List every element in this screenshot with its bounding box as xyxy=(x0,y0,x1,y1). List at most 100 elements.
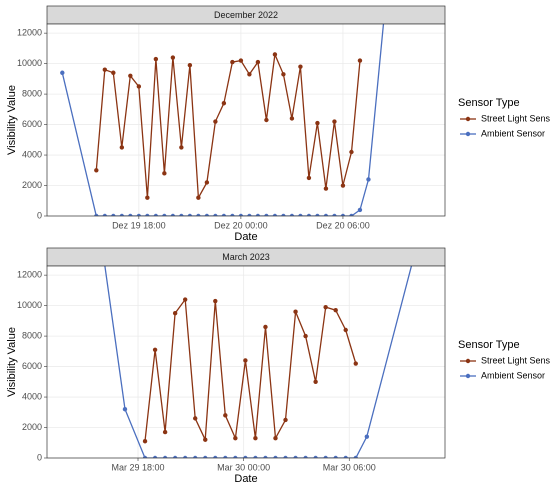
y-axis-label: Visibility Value xyxy=(6,85,18,155)
y-tick-label: 4000 xyxy=(22,391,42,401)
legend-title: Sensor Type xyxy=(458,97,520,109)
data-point xyxy=(323,455,328,458)
x-axis-label: Date xyxy=(234,231,257,243)
data-point xyxy=(203,455,208,458)
data-point xyxy=(333,455,338,458)
plot-bg xyxy=(47,24,445,216)
data-point xyxy=(230,59,235,65)
data-point xyxy=(281,213,286,216)
data-point xyxy=(182,455,188,458)
data-point xyxy=(264,213,269,216)
data-point xyxy=(415,242,419,246)
data-point xyxy=(366,177,371,182)
data-point xyxy=(213,213,218,216)
legend-item: Street Light Sensor xyxy=(481,113,550,123)
data-point xyxy=(313,379,318,385)
data-point xyxy=(273,455,278,458)
data-point xyxy=(332,119,337,124)
data-point xyxy=(238,58,244,63)
data-point xyxy=(213,298,218,304)
data-point xyxy=(162,213,167,216)
y-tick-label: 4000 xyxy=(22,149,42,159)
y-tick-label: 10000 xyxy=(17,58,42,68)
y-tick-label: 0 xyxy=(37,210,42,220)
data-point xyxy=(323,213,329,216)
y-tick-label: 12000 xyxy=(17,28,42,38)
x-tick-label: Mar 29 18:00 xyxy=(111,462,164,472)
data-point xyxy=(170,55,176,60)
data-point xyxy=(293,455,298,458)
data-point xyxy=(303,333,308,339)
data-point xyxy=(204,213,210,216)
legend-key-point xyxy=(465,373,471,379)
data-point xyxy=(187,62,193,68)
data-point xyxy=(111,213,116,216)
data-point xyxy=(263,455,268,458)
data-point xyxy=(128,213,133,216)
panel-title: March 2023 xyxy=(222,252,270,262)
data-point xyxy=(203,437,208,442)
panel-title: December 2022 xyxy=(214,10,278,20)
data-point xyxy=(145,195,150,200)
data-point xyxy=(298,213,303,216)
data-point xyxy=(233,435,238,441)
data-point xyxy=(179,213,184,216)
legend-item: Ambient Sensor xyxy=(481,370,545,380)
x-tick-label: Mar 30 00:00 xyxy=(217,462,270,472)
data-point xyxy=(221,101,227,106)
data-point xyxy=(353,455,358,458)
data-point xyxy=(323,304,328,310)
data-point xyxy=(94,213,99,216)
data-point xyxy=(162,429,168,435)
data-point xyxy=(230,213,235,216)
data-point xyxy=(283,417,288,423)
data-point xyxy=(145,213,150,216)
data-point xyxy=(243,455,248,458)
data-point xyxy=(223,455,228,458)
legend-item: Ambient Sensor xyxy=(481,128,545,138)
data-point xyxy=(313,455,318,458)
data-point xyxy=(340,183,346,188)
data-point xyxy=(243,358,248,363)
data-point xyxy=(289,213,295,216)
data-point xyxy=(340,213,346,216)
data-point xyxy=(122,407,128,412)
data-point xyxy=(94,168,99,173)
y-tick-label: 6000 xyxy=(22,361,42,371)
series-line xyxy=(144,297,357,443)
data-point xyxy=(221,213,227,216)
data-point xyxy=(102,213,108,216)
series-line xyxy=(95,52,361,200)
data-point xyxy=(152,455,158,458)
data-point xyxy=(119,145,125,150)
data-point xyxy=(364,434,370,439)
y-tick-label: 12000 xyxy=(17,270,42,280)
x-axis-label: Date xyxy=(234,473,257,485)
plot-area xyxy=(60,24,385,216)
data-point xyxy=(172,311,178,316)
legend-key-point xyxy=(465,358,471,364)
data-point xyxy=(204,180,210,185)
data-point xyxy=(293,309,298,314)
data-point xyxy=(187,213,193,216)
y-tick-label: 8000 xyxy=(22,88,42,98)
panel-border xyxy=(46,265,446,459)
data-point xyxy=(323,186,329,191)
data-point xyxy=(289,116,295,121)
y-tick-label: 8000 xyxy=(22,330,42,340)
data-point xyxy=(172,455,178,458)
data-point xyxy=(223,413,228,418)
y-tick-label: 0 xyxy=(37,452,42,462)
data-point xyxy=(136,84,142,89)
data-point xyxy=(179,145,184,150)
y-tick-label: 2000 xyxy=(22,180,42,190)
panel-border xyxy=(46,23,446,217)
data-point xyxy=(306,213,312,216)
data-point xyxy=(196,195,201,200)
data-point xyxy=(213,119,218,124)
data-point xyxy=(162,455,168,458)
y-tick-label: 6000 xyxy=(22,119,42,129)
data-point xyxy=(343,327,348,333)
data-point xyxy=(333,307,338,313)
